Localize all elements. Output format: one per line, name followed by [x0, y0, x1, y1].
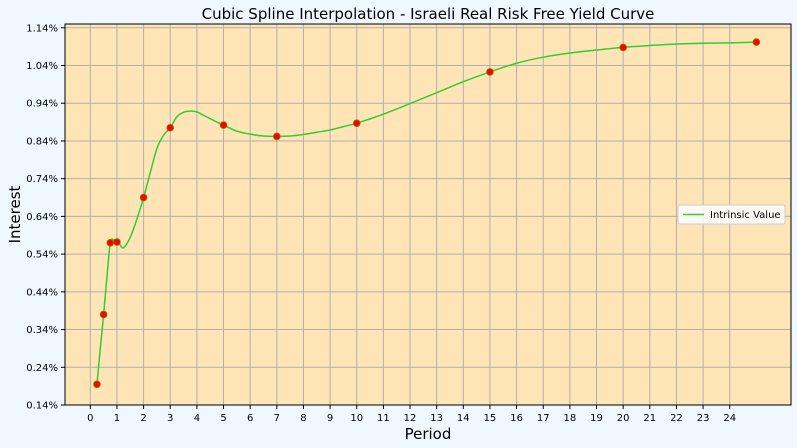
- x-tick-label: 9: [327, 413, 333, 424]
- x-tick-label: 20: [617, 413, 630, 424]
- y-tick-label: 0.24%: [26, 363, 58, 374]
- data-point: [106, 238, 115, 247]
- y-tick-label: 0.74%: [26, 174, 58, 185]
- x-axis: 0 1 2 3 4 5 6 7 8 9 10 11 12 13 14 15 16 17 18 19 20 21 22 23 24: [87, 405, 736, 424]
- y-tick-label: 0.54%: [26, 250, 58, 261]
- x-tick-label: 11: [377, 413, 390, 424]
- legend-box: [677, 204, 786, 225]
- x-tick-label: 23: [697, 413, 710, 424]
- y-axis: 0.14% 0.24% 0.34% 0.44% 0.54% 0.64% 0.74% 0.84%…: [26, 23, 65, 412]
- series-line-intrinsic-value: [96, 41, 757, 385]
- chart-title: Cubic Spline Interpolation - Israeli Rea…: [202, 5, 655, 23]
- y-tick-label: 0.94%: [26, 99, 58, 110]
- y-tick-label: 0.44%: [26, 287, 58, 298]
- x-tick-label: 17: [537, 413, 550, 424]
- x-tick-label: 19: [590, 413, 603, 424]
- x-tick-label: 7: [274, 413, 280, 424]
- data-point: [139, 193, 148, 202]
- data-point: [93, 380, 101, 389]
- x-tick-label: 24: [723, 413, 736, 424]
- x-tick-label: 12: [404, 413, 417, 424]
- plot-area: [65, 24, 791, 405]
- y-axis-label: Interest: [6, 185, 24, 243]
- data-point: [166, 123, 175, 132]
- legend: Intrinsic Value: [677, 204, 786, 225]
- y-tick-label: 0.34%: [26, 325, 58, 336]
- y-tick-label: 1.14%: [26, 23, 58, 34]
- x-tick-label: 4: [194, 413, 200, 424]
- x-tick-label: 6: [247, 413, 253, 424]
- data-points: [93, 38, 761, 389]
- x-tick-label: 8: [300, 413, 306, 424]
- x-tick-label: 10: [350, 413, 363, 424]
- y-tick-label: 1.04%: [26, 61, 58, 72]
- x-tick-label: 16: [510, 413, 523, 424]
- plot-frame: [64, 23, 792, 406]
- x-tick-label: 21: [643, 413, 656, 424]
- data-point: [619, 43, 627, 52]
- x-tick-label: 5: [220, 413, 226, 424]
- x-tick-label: 14: [457, 413, 470, 424]
- x-tick-label: 22: [670, 413, 683, 424]
- data-point: [752, 38, 761, 46]
- data-point: [352, 119, 361, 128]
- x-tick-label: 13: [430, 413, 443, 424]
- y-tick-label: 0.84%: [26, 136, 58, 147]
- data-point: [113, 238, 121, 246]
- x-tick-label: 0: [87, 413, 93, 424]
- legend-label-intrinsic-value: Intrinsic Value: [710, 210, 781, 221]
- y-tick-label: 0.14%: [26, 401, 58, 412]
- data-point: [486, 68, 494, 76]
- x-tick-label: 3: [167, 413, 173, 424]
- x-axis-label: Period: [405, 425, 452, 443]
- grid-lines: [65, 24, 791, 406]
- x-tick-label: 18: [564, 413, 577, 424]
- x-tick-label: 2: [140, 413, 146, 424]
- data-point: [219, 121, 228, 129]
- data-point: [273, 132, 281, 141]
- x-tick-label: 15: [484, 413, 497, 424]
- x-tick-label: 1: [114, 413, 120, 424]
- data-point: [99, 310, 108, 319]
- y-tick-label: 0.64%: [26, 212, 58, 223]
